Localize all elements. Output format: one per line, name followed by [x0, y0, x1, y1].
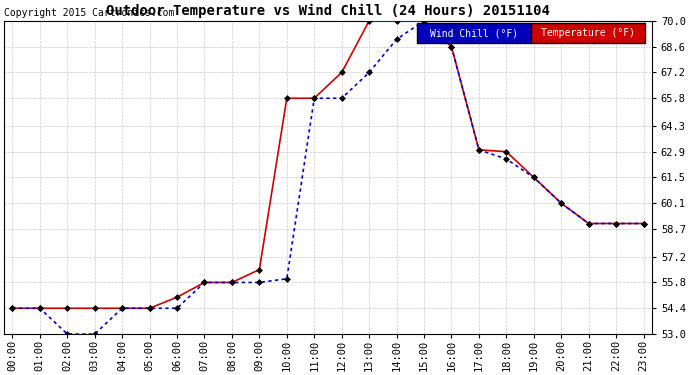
Text: Wind Chill (°F): Wind Chill (°F) — [430, 28, 518, 38]
Title: Outdoor Temperature vs Wind Chill (24 Hours) 20151104: Outdoor Temperature vs Wind Chill (24 Ho… — [106, 4, 550, 18]
Text: Temperature (°F): Temperature (°F) — [541, 28, 635, 38]
Text: Copyright 2015 Cartronics.com: Copyright 2015 Cartronics.com — [4, 8, 175, 18]
